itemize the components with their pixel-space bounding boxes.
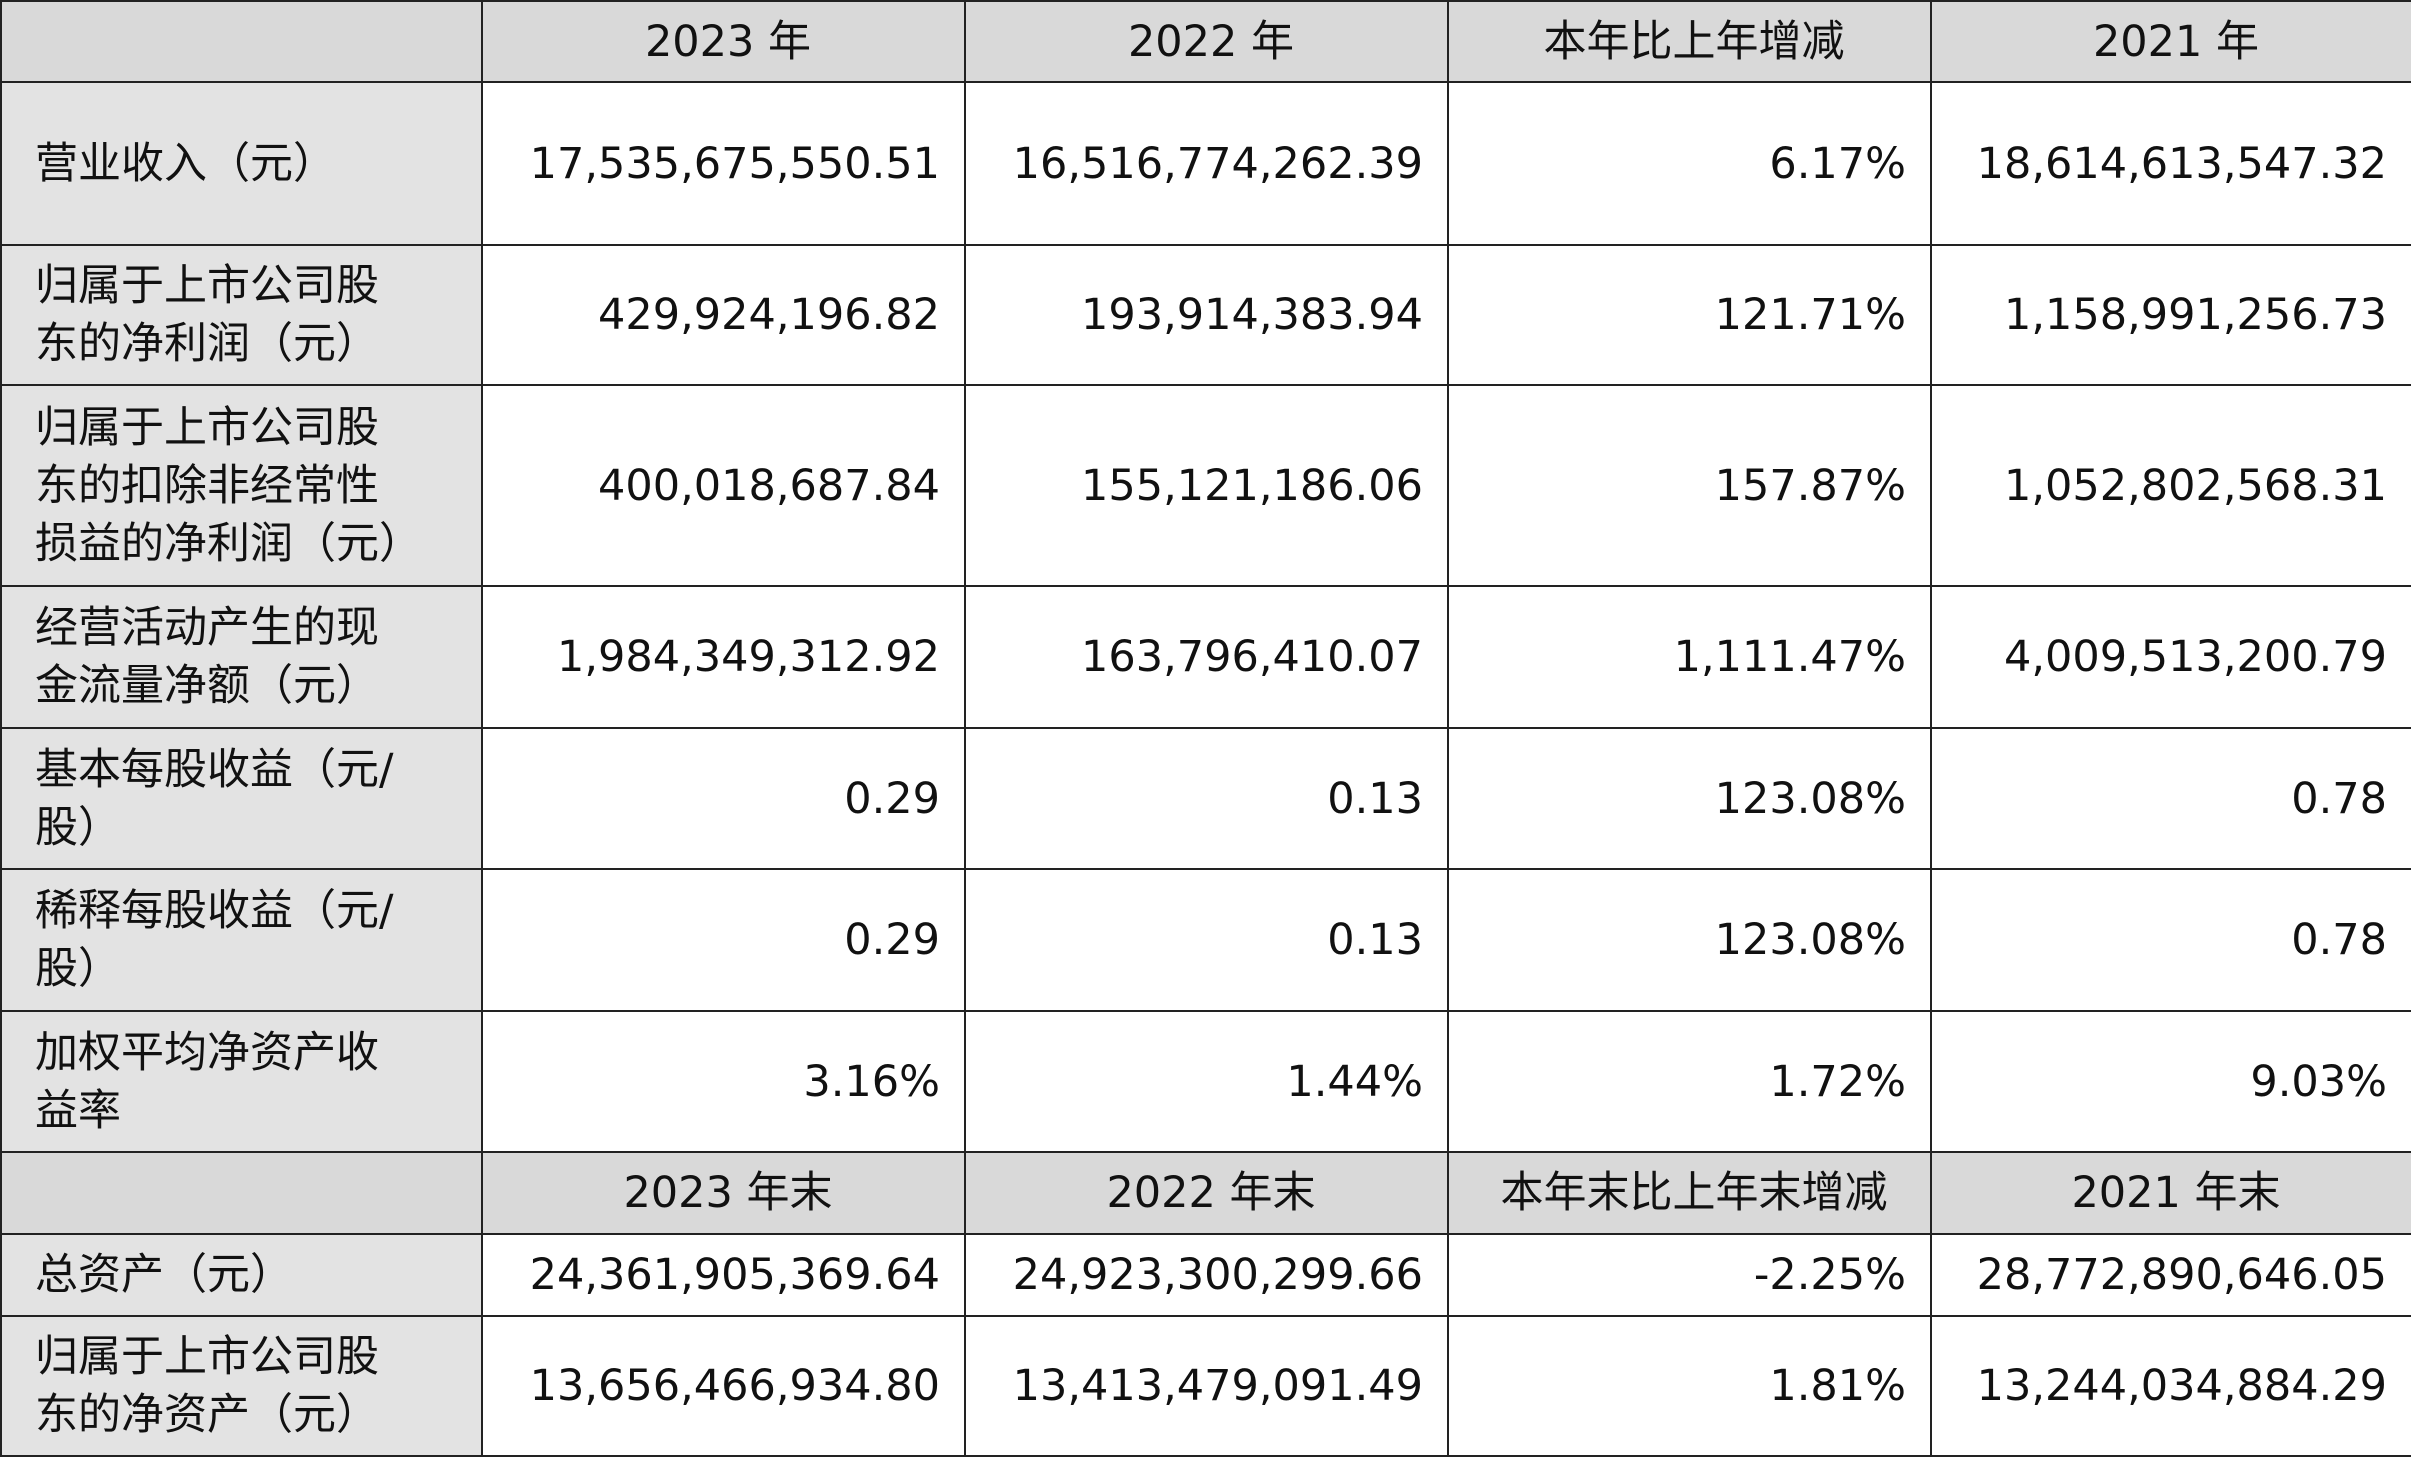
value-cell: 1.44%	[964, 1010, 1449, 1153]
value-cell: 1,984,349,312.92	[481, 585, 966, 729]
column-header: 2022 年末	[964, 1151, 1449, 1235]
column-header: 2021 年末	[1930, 1151, 2411, 1235]
value-cell: 1.72%	[1447, 1010, 1932, 1153]
value-cell: 123.08%	[1447, 868, 1932, 1012]
value-cell: 18,614,613,547.32	[1930, 81, 2411, 246]
value-cell: 400,018,687.84	[481, 384, 966, 587]
column-header: 本年末比上年末增减	[1447, 1151, 1932, 1235]
value-cell: 1,111.47%	[1447, 585, 1932, 729]
value-cell: 0.13	[964, 868, 1449, 1012]
value-cell: 9.03%	[1930, 1010, 2411, 1153]
column-header: 本年比上年增减	[1447, 0, 1932, 83]
value-cell: -2.25%	[1447, 1233, 1932, 1317]
value-cell: 13,413,479,091.49	[964, 1315, 1449, 1457]
value-cell: 16,516,774,262.39	[964, 81, 1449, 246]
value-cell: 155,121,186.06	[964, 384, 1449, 587]
value-cell: 429,924,196.82	[481, 244, 966, 386]
column-header: 2022 年	[964, 0, 1449, 83]
value-cell: 13,244,034,884.29	[1930, 1315, 2411, 1457]
value-cell: 24,361,905,369.64	[481, 1233, 966, 1317]
value-cell: 123.08%	[1447, 727, 1932, 870]
value-cell: 28,772,890,646.05	[1930, 1233, 2411, 1317]
row-label: 归属于上市公司股东的净资产（元）	[0, 1315, 483, 1457]
row-label: 总资产（元）	[0, 1233, 483, 1317]
value-cell: 4,009,513,200.79	[1930, 585, 2411, 729]
value-cell: 1,052,802,568.31	[1930, 384, 2411, 587]
column-header: 2023 年	[481, 0, 966, 83]
table-row: 基本每股收益（元/股） 0.29 0.13 123.08% 0.78	[0, 727, 2411, 870]
corner-cell	[0, 0, 483, 83]
table-row: 2023 年 2022 年本年比上年增减 2021 年	[0, 0, 2411, 83]
table-row: 稀释每股收益（元/股） 0.29 0.13 123.08% 0.78	[0, 868, 2411, 1012]
row-label: 经营活动产生的现金流量净额（元）	[0, 585, 483, 729]
value-cell: 0.13	[964, 727, 1449, 870]
value-cell: 24,923,300,299.66	[964, 1233, 1449, 1317]
row-label: 归属于上市公司股东的扣除非经常性损益的净利润（元）	[0, 384, 483, 587]
value-cell: 1,158,991,256.73	[1930, 244, 2411, 386]
table-row: 营业收入（元） 17,535,675,550.51 16,516,774,262.3…	[0, 81, 2411, 246]
value-cell: 0.78	[1930, 868, 2411, 1012]
value-cell: 3.16%	[481, 1010, 966, 1153]
table-row: 归属于上市公司股东的扣除非经常性损益的净利润（元） 400,018,687.84 1…	[0, 384, 2411, 587]
row-label: 归属于上市公司股东的净利润（元）	[0, 244, 483, 386]
row-label: 加权平均净资产收益率	[0, 1010, 483, 1153]
corner-cell	[0, 1151, 483, 1235]
value-cell: 13,656,466,934.80	[481, 1315, 966, 1457]
value-cell: 0.29	[481, 868, 966, 1012]
value-cell: 1.81%	[1447, 1315, 1932, 1457]
value-cell: 0.78	[1930, 727, 2411, 870]
column-header: 2021 年	[1930, 0, 2411, 83]
table-row: 归属于上市公司股东的净资产（元） 13,656,466,934.80 13,413,…	[0, 1315, 2411, 1457]
value-cell: 0.29	[481, 727, 966, 870]
column-header: 2023 年末	[481, 1151, 966, 1235]
table-row: 2023 年末 2022 年末 本年末比上年末增减 2021 年末	[0, 1151, 2411, 1235]
row-label: 营业收入（元）	[0, 81, 483, 246]
value-cell: 6.17%	[1447, 81, 1932, 246]
row-label: 稀释每股收益（元/股）	[0, 868, 483, 1012]
value-cell: 193,914,383.94	[964, 244, 1449, 386]
table-row: 归属于上市公司股东的净利润（元） 429,924,196.82 193,914,38…	[0, 244, 2411, 386]
value-cell: 121.71%	[1447, 244, 1932, 386]
value-cell: 157.87%	[1447, 384, 1932, 587]
row-label: 基本每股收益（元/股）	[0, 727, 483, 870]
value-cell: 17,535,675,550.51	[481, 81, 966, 246]
table-row: 经营活动产生的现金流量净额（元） 1,984,349,312.92 163,796,…	[0, 585, 2411, 729]
value-cell: 163,796,410.07	[964, 585, 1449, 729]
table-row: 总资产（元） 24,361,905,369.64 24,923,300,299.66…	[0, 1233, 2411, 1317]
table-row: 加权平均净资产收益率 3.16% 1.44% 1.72% 9.03%	[0, 1010, 2411, 1153]
